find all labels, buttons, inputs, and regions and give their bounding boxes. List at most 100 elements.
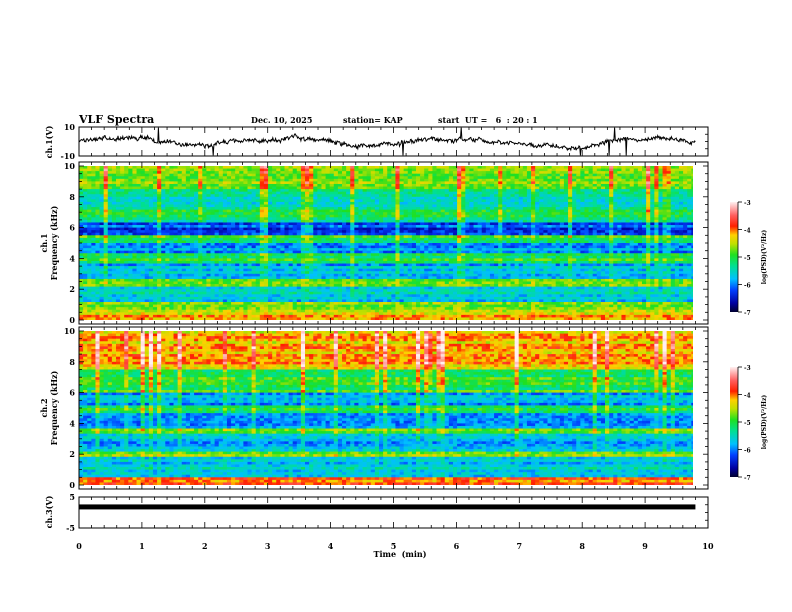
- spectrogram-cell: [79, 237, 84, 241]
- spectrogram-cell: [387, 201, 392, 205]
- spectrogram-cell: [494, 199, 499, 203]
- spectrogram-cell: [637, 168, 643, 172]
- spectrogram-cell: [247, 245, 252, 249]
- spectrogram-cell: [370, 196, 376, 200]
- spectrogram-cell: [111, 201, 117, 205]
- spectrogram-cell: [658, 240, 663, 244]
- spectrogram-cell: [358, 240, 363, 244]
- spectrogram-cell: [600, 168, 606, 172]
- spectrogram-cell: [600, 196, 606, 200]
- spectrogram-cell: [325, 217, 331, 221]
- spectrogram-cell: [469, 181, 474, 185]
- spectrogram-cell: [321, 183, 326, 187]
- spectrogram-cell: [329, 232, 335, 236]
- spectrogram-cell: [432, 214, 437, 218]
- spectrogram-cell: [473, 240, 479, 244]
- spectrogram-cell: [83, 181, 88, 185]
- spectrogram-cell: [358, 237, 363, 241]
- spectrogram-cell: [292, 219, 298, 223]
- spectrogram-cell: [148, 240, 154, 244]
- spectrogram-cell: [111, 173, 117, 177]
- spectrogram-cell: [522, 189, 528, 193]
- spectrogram-cell: [576, 227, 581, 231]
- spectrogram-cell: [111, 240, 117, 244]
- spectrogram-cell: [83, 186, 88, 190]
- spectrogram-cell: [592, 222, 598, 226]
- spectrogram-cell: [239, 227, 244, 231]
- spectrogram-cell: [440, 189, 446, 193]
- spectrogram-cell: [543, 194, 548, 198]
- spectrogram-cell: [305, 227, 310, 231]
- spectrogram-cell: [185, 173, 191, 177]
- spectrogram-cell: [165, 181, 170, 185]
- spectrogram-cell: [678, 240, 684, 244]
- spectrogram-cell: [584, 204, 589, 208]
- spectrogram-cell: [407, 219, 413, 223]
- spectrogram-cell: [448, 191, 454, 195]
- spectrogram-cell: [543, 232, 548, 236]
- spectrogram-cell: [609, 183, 614, 187]
- spectrogram-cell: [387, 207, 392, 211]
- spectrogram-cell: [457, 199, 462, 203]
- spectrogram-cell: [691, 194, 693, 198]
- spectrogram-cell: [559, 191, 565, 195]
- spectrogram-cell: [222, 240, 228, 244]
- spectrogram-cell: [617, 225, 622, 228]
- spectrogram-cell: [588, 237, 594, 241]
- spectrogram-cell: [358, 204, 363, 208]
- spectrogram-cell: [194, 217, 199, 221]
- spectrogram-cell: [144, 227, 150, 231]
- spectrogram-cell: [247, 240, 252, 244]
- spectrogram-cell: [662, 173, 668, 177]
- spectrogram-cell: [629, 166, 635, 169]
- spectrogram-cell: [198, 171, 203, 175]
- spectrogram-cell: [325, 194, 331, 198]
- spectrogram-cell: [494, 214, 499, 218]
- spectrogram-cell: [370, 235, 376, 239]
- spectrogram-cell: [124, 171, 129, 175]
- spectrogram-cell: [173, 204, 179, 208]
- spectrogram-cell: [444, 204, 450, 208]
- spectrogram-cell: [206, 248, 211, 252]
- spectrogram-cell: [247, 176, 252, 180]
- spectrogram-cell: [654, 166, 659, 169]
- spectrogram-cell: [206, 207, 211, 211]
- spectrogram-cell: [132, 196, 137, 200]
- spectrogram-cell: [502, 191, 507, 195]
- spectrogram-cell: [489, 219, 495, 223]
- spectrogram-cell: [662, 235, 668, 239]
- spectrogram-cell: [452, 225, 458, 228]
- spectrogram-cell: [506, 171, 511, 175]
- spectrogram-cell: [658, 212, 663, 216]
- spectrogram-cell: [522, 217, 528, 221]
- spectrogram-cell: [226, 227, 232, 231]
- spectrogram-cell: [309, 243, 314, 246]
- spectrogram-cell: [383, 217, 388, 221]
- spectrogram-cell: [140, 248, 146, 252]
- spectrogram-cell: [642, 207, 647, 211]
- spectrogram-cell: [214, 183, 220, 187]
- spectrogram-cell: [366, 199, 372, 203]
- spectrogram-cell: [543, 201, 548, 205]
- spectrogram-cell: [403, 222, 409, 226]
- spectrogram-cell: [568, 214, 573, 218]
- spectrogram-cell: [247, 191, 252, 195]
- spectrogram-cell: [465, 219, 470, 223]
- spectrogram-cell: [235, 183, 240, 187]
- spectrogram-cell: [350, 248, 355, 252]
- spectrogram-cell: [313, 171, 318, 175]
- spectrogram-cell: [202, 199, 207, 203]
- spectrogram-cell: [157, 214, 162, 218]
- spectrogram-cell: [424, 204, 429, 208]
- spectrogram-cell: [272, 186, 277, 190]
- spectrogram-cell: [420, 204, 425, 208]
- spectrogram-cell: [251, 225, 257, 228]
- spectrogram-cell: [448, 237, 454, 241]
- spectrogram-cell: [362, 178, 368, 182]
- spectrogram-cell: [107, 173, 113, 177]
- spectrogram-cell: [268, 181, 273, 185]
- spectrogram-cell: [259, 168, 265, 172]
- spectrogram-cell: [584, 243, 589, 246]
- spectrogram-cell: [276, 201, 281, 205]
